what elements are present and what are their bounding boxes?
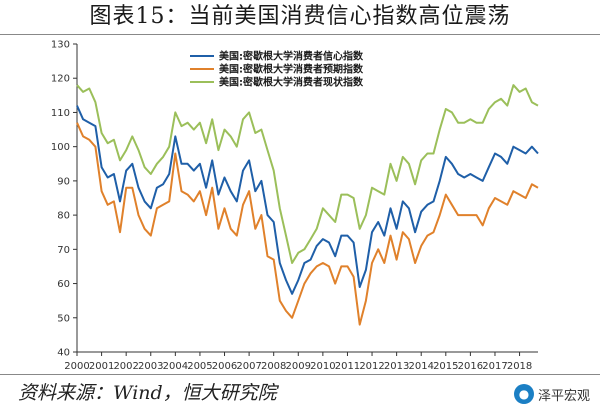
y-tick-label: 90 [57,176,70,187]
x-tick-label: 2010 [310,361,335,372]
y-tick-label: 130 [51,40,70,51]
x-tick-label: 2015 [433,361,458,372]
x-tick-label: 2006 [212,361,237,372]
x-tick-label: 2016 [458,361,483,372]
wechat-bubble-icon: ● [513,384,534,404]
y-tick-label: 70 [57,245,70,256]
legend-label-2: 美国:密歇根大学消费者预期指数 [219,63,364,76]
x-tick-label: 2017 [482,361,507,372]
x-tick-label: 2005 [187,361,212,372]
y-tick-label: 40 [57,348,70,359]
y-tick-label: 80 [57,211,70,222]
chart-series-lines [76,84,539,326]
x-tick-label: 2011 [335,361,360,372]
title-divider [0,34,600,35]
x-tick-label: 2013 [384,361,409,372]
x-tick-label: 2000 [64,361,89,372]
x-tick-label: 2003 [138,361,163,372]
y-tick-label: 110 [51,108,70,119]
series-line-3 [76,84,539,264]
x-tick-label: 2007 [236,361,261,372]
chart-legend: 美国:密歇根大学消费者信心指数美国:密歇根大学消费者预期指数美国:密歇根大学消费… [190,50,364,89]
x-tick-label: 2018 [507,361,532,372]
legend-label-1: 美国:密歇根大学消费者信心指数 [219,50,364,63]
chart-axes: 40 50 60 70 80 90 100 110 120 130 2000 2001 2002 2003… [51,40,538,372]
brand-mark: ● 泽平宏观 [513,384,590,404]
x-tick-label: 2001 [89,361,114,372]
y-tick-label: 100 [51,142,70,153]
series-line-1 [76,105,539,295]
source-note: 资料来源：Wind，恒大研究院 [18,382,277,404]
y-tick-label: 60 [57,279,70,290]
x-tick-label: 2014 [408,361,433,372]
line-chart: 40 50 60 70 80 90 100 110 120 130 2000 2001 2002 2003… [51,40,539,372]
brand-name: 泽平宏观 [537,388,590,404]
x-tick-label: 2008 [261,361,286,372]
x-tick-label: 2009 [286,361,311,372]
legend-label-3: 美国:密歇根大学消费者现状指数 [219,76,364,89]
y-tick-label: 50 [57,313,70,324]
footer-divider [0,374,600,375]
x-tick-label: 2002 [113,361,138,372]
x-tick-label: 2004 [163,361,188,372]
x-tick-label: 2012 [359,361,384,372]
series-line-2 [76,122,539,326]
y-tick-label: 120 [51,74,70,85]
page-title: 图表15：当前美国消费信心指数高位震荡 [89,4,511,29]
